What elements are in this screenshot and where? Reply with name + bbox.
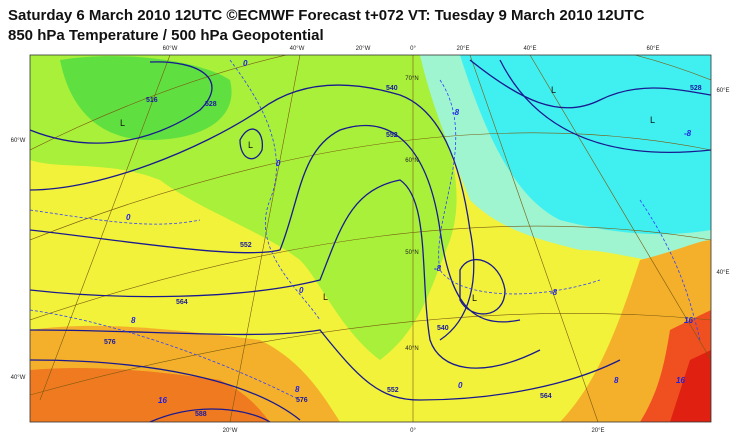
contour-label: 552 [386, 132, 398, 139]
low-center: L [650, 115, 655, 125]
lat-label: 70°N [405, 76, 418, 82]
map [29, 54, 712, 423]
contour-label: 552 [240, 242, 252, 249]
lon-label: 60°E [646, 46, 659, 52]
lat-label: 60°N [405, 158, 418, 164]
low-center: L [120, 118, 125, 128]
lon-label: 20°E [591, 428, 604, 434]
lon-label: 40°E [716, 270, 729, 276]
lon-label: 0° [410, 46, 416, 52]
contour-label: 552 [387, 387, 399, 394]
contour-label: 516 [146, 97, 158, 104]
contour-label: 528 [205, 101, 217, 108]
isotherm-label: 8 [614, 376, 619, 385]
isotherm-label: 0 [276, 159, 281, 168]
isotherm-label: 16 [158, 396, 167, 405]
contour-label: 564 [176, 299, 188, 306]
graticule-labels: 60°W 40°W 20°W 0° 20°E 40°E 60°E 20°W 0°… [11, 46, 730, 434]
contour-label: 576 [296, 397, 308, 404]
contour-label: 588 [195, 411, 207, 418]
lon-label: 60°W [163, 46, 178, 52]
lon-label: 0° [410, 428, 416, 434]
isotherm-label: 16 [684, 316, 693, 325]
lon-label: 40°W [290, 46, 305, 52]
isotherm-label: -8 [452, 108, 460, 117]
isotherm-label: 0 [243, 59, 248, 68]
lon-label: 20°W [356, 46, 371, 52]
low-center: L [472, 293, 477, 303]
lon-label: 20°E [456, 46, 469, 52]
title: Saturday 6 March 2010 12UTC ©ECMWF Forec… [8, 7, 645, 24]
contour-label: 540 [386, 85, 398, 92]
isotherm-label: 16 [676, 376, 685, 385]
contour-label: 564 [540, 393, 552, 400]
isotherm-label: -8 [550, 288, 558, 297]
lon-label: 20°W [223, 428, 238, 434]
low-center: L [551, 85, 556, 95]
lon-label: 40°W [11, 375, 26, 381]
lat-label: 50°N [405, 250, 418, 256]
low-center: L [248, 140, 253, 150]
lon-label: 60°W [11, 138, 26, 144]
contour-label: 576 [104, 339, 116, 346]
isotherm-label: -8 [434, 264, 442, 273]
lon-label: 40°E [523, 46, 536, 52]
isotherm-label: 8 [295, 385, 300, 394]
isotherm-label: -8 [684, 129, 692, 138]
contour-label: 528 [690, 85, 702, 92]
temperature-labels: 0 0 0 0 -8 -8 -8 -8 8 8 16 16 0 8 16 [126, 59, 693, 405]
low-center: L [323, 292, 328, 302]
isotherm-label: 8 [131, 316, 136, 325]
subtitle: 850 hPa Temperature / 500 hPa Geopotenti… [8, 27, 324, 44]
isotherm-label: 0 [299, 286, 304, 295]
lat-label: 40°N [405, 346, 418, 352]
pressure-centers: L L L L L L [120, 85, 655, 303]
lon-label: 60°E [716, 88, 729, 94]
contour-label: 540 [437, 325, 449, 332]
geopotential-labels: 516 528 540 552 552 564 576 588 540 552 … [104, 85, 702, 418]
isotherm-label: 0 [458, 381, 463, 390]
isotherm-label: 0 [126, 213, 131, 222]
